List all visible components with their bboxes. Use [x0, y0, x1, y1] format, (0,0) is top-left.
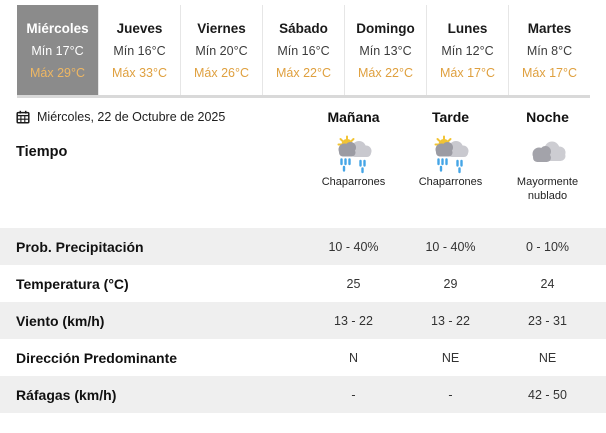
max-temp: Máx 29°C [29, 65, 86, 80]
day-tab-martes[interactable]: Martes Mín 8°C Máx 17°C [508, 5, 590, 95]
table-row-temperature: Temperatura (°C) 25 29 24 [0, 265, 606, 302]
showers-sun-icon [434, 135, 468, 174]
cell-value: - [448, 387, 453, 402]
cell-value: 10 - 40% [425, 239, 476, 254]
weather-row: Tiempo [0, 130, 606, 228]
cell-value: 0 - 10% [525, 239, 570, 254]
day-name: Martes [527, 20, 572, 36]
selected-date: Miércoles, 22 de Octubre de 2025 [0, 110, 305, 124]
row-label: Viento (km/h) [16, 312, 105, 329]
cell-value: 42 - 50 [528, 387, 567, 402]
day-tab-sabado[interactable]: Sábado Mín 16°C Máx 22°C [262, 5, 344, 95]
day-name: Viernes [197, 20, 246, 36]
showers-sun-icon [337, 135, 371, 174]
day-name: Sábado [279, 20, 328, 36]
calendar-icon [16, 110, 30, 124]
weather-caption: Mayormente nublado [516, 176, 579, 203]
table-row-gusts: Ráfagas (km/h) - - 42 - 50 [0, 376, 606, 413]
date-text: Miércoles, 22 de Octubre de 2025 [37, 110, 226, 124]
cell-value: NE [441, 350, 460, 365]
table-row-wind-direction: Dirección Predominante N NE NE [0, 339, 606, 376]
cell-value: - [351, 387, 356, 402]
day-tab-viernes[interactable]: Viernes Mín 20°C Máx 26°C [180, 5, 262, 95]
weather-cell-manana: Chaparrones [305, 130, 402, 228]
day-tab-domingo[interactable]: Domingo Mín 13°C Máx 22°C [344, 5, 426, 95]
day-name: Lunes [447, 20, 488, 36]
column-header-tarde: Tarde [431, 109, 470, 125]
day-name: Jueves [116, 20, 163, 36]
cell-value: N [348, 350, 359, 365]
day-tab-miercoles[interactable]: Miércoles Mín 17°C Máx 29°C [17, 5, 98, 95]
day-name: Domingo [356, 20, 415, 36]
cell-value: NE [538, 350, 557, 365]
max-temp: Máx 33°C [111, 65, 168, 80]
max-temp: Máx 26°C [193, 65, 250, 80]
row-label: Dirección Predominante [16, 349, 178, 366]
weather-caption: Chaparrones [321, 176, 386, 188]
max-temp: Máx 17°C [521, 65, 578, 80]
min-temp: Mín 12°C [441, 43, 494, 58]
cell-value: 23 - 31 [528, 313, 567, 328]
row-label: Ráfagas (km/h) [16, 386, 117, 403]
row-label: Temperatura (°C) [16, 275, 129, 292]
min-temp: Mín 16°C [113, 43, 166, 58]
min-temp: Mín 16°C [277, 43, 330, 58]
min-temp: Mín 8°C [526, 43, 573, 58]
weather-cell-tarde: Chaparrones [402, 130, 499, 228]
weather-cell-noche: Mayormente nublado [499, 130, 596, 228]
day-tab-jueves[interactable]: Jueves Mín 16°C Máx 33°C [98, 5, 180, 95]
cell-value: 13 - 22 [334, 313, 373, 328]
column-header-noche: Noche [526, 109, 569, 125]
cell-value: 25 [346, 276, 361, 291]
min-temp: Mín 20°C [195, 43, 248, 58]
cell-value: 24 [540, 276, 555, 291]
mostly-cloudy-icon [532, 141, 565, 162]
row-label: Prob. Precipitación [16, 238, 144, 255]
column-header-manana: Mañana [327, 109, 380, 125]
min-temp: Mín 13°C [359, 43, 412, 58]
max-temp: Máx 22°C [275, 65, 332, 80]
cell-value: 10 - 40% [328, 239, 379, 254]
table-row-wind: Viento (km/h) 13 - 22 13 - 22 23 - 31 [0, 302, 606, 339]
table-row-precipitation: Prob. Precipitación 10 - 40% 10 - 40% 0 … [0, 228, 606, 265]
min-temp: Mín 17°C [31, 43, 84, 58]
cell-value: 29 [443, 276, 458, 291]
day-name: Miércoles [26, 20, 89, 36]
weather-caption: Chaparrones [418, 176, 483, 188]
max-temp: Máx 17°C [439, 65, 496, 80]
weather-row-label: Tiempo [16, 144, 68, 160]
day-tab-strip: Miércoles Mín 17°C Máx 29°C Jueves Mín 1… [17, 5, 590, 98]
cell-value: 13 - 22 [431, 313, 470, 328]
max-temp: Máx 22°C [357, 65, 414, 80]
day-tab-lunes[interactable]: Lunes Mín 12°C Máx 17°C [426, 5, 508, 95]
forecast-header-row: Miércoles, 22 de Octubre de 2025 Mañana … [0, 104, 606, 130]
